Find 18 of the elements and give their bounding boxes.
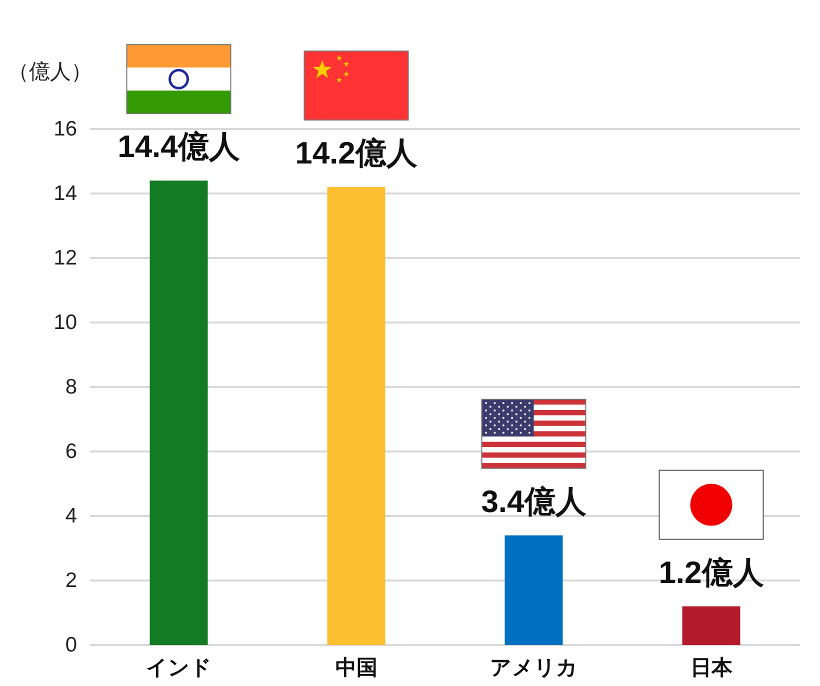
x-tick-label: インド	[146, 656, 212, 680]
x-tick-label: 日本	[690, 656, 734, 680]
data-label: 1.2億人	[658, 554, 765, 590]
y-tick-label: 14	[54, 182, 78, 205]
y-tick-label: 4	[65, 504, 78, 528]
y-tick-label: 16	[54, 118, 77, 140]
y-tick-label: 6	[65, 440, 77, 463]
y-tick-label: 10	[54, 311, 77, 334]
y-axis-title: （億人）	[8, 60, 92, 84]
y-tick-label: 8	[65, 376, 77, 398]
data-label: 14.4億人	[118, 129, 241, 164]
y-tick-label: 0	[65, 634, 77, 656]
y-tick-label: 12	[54, 246, 77, 270]
data-label: 14.2億人	[295, 136, 418, 171]
y-tick-label: 2	[65, 569, 77, 592]
data-label: 3.4億人	[481, 484, 588, 519]
x-tick-label: 中国	[335, 656, 378, 680]
x-tick-label: アメリカ	[490, 656, 578, 680]
